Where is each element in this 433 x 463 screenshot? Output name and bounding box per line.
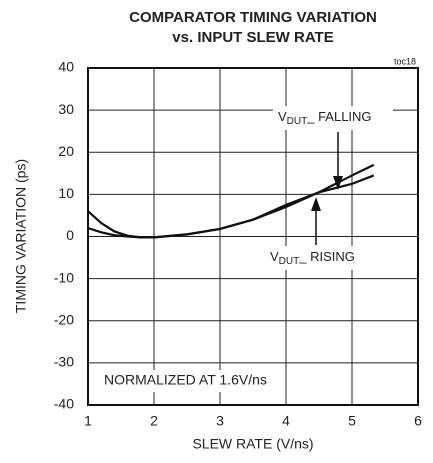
label-bg: [266, 246, 366, 270]
y-axis-label: TIMING VARIATION (ps): [13, 159, 29, 313]
y-tick-label: 20: [58, 143, 74, 159]
series-line: [87, 174, 375, 239]
annotation: VDUT_ FALLING: [278, 109, 372, 126]
annotation: NORMALIZED AT 1.6V/ns: [104, 372, 267, 388]
plot-frame: [87, 67, 419, 406]
note-bg: [100, 370, 260, 392]
arrow-head: [333, 176, 343, 190]
tag: toc18: [394, 56, 416, 66]
x-tick-label: 2: [150, 413, 158, 429]
x-axis-label: SLEW RATE (V/ns): [192, 436, 313, 452]
y-tick-label: 30: [58, 101, 74, 117]
y-tick-label: -10: [54, 269, 74, 285]
y-tick-label: 10: [58, 185, 74, 201]
chart-title: COMPARATOR TIMING VARIATION: [129, 9, 377, 26]
x-tick-label: 3: [216, 413, 224, 429]
chart-title: vs. INPUT SLEW RATE: [172, 29, 333, 46]
y-tick-label: -30: [54, 354, 74, 370]
x-tick-label: 5: [348, 413, 356, 429]
arrow-head: [311, 197, 321, 211]
label-bg: [273, 106, 393, 130]
x-tick-label: 6: [414, 413, 422, 429]
x-tick-label: 1: [84, 413, 92, 429]
lines: [87, 163, 375, 239]
grid: [87, 67, 419, 406]
y-tick-label: 40: [58, 59, 74, 75]
y-tick-label: 0: [66, 227, 74, 243]
annotation: VDUT_ RISING: [270, 249, 355, 266]
y-tick-label: -40: [54, 396, 74, 412]
x-tick-label: 4: [282, 413, 290, 429]
y-tick-label: -20: [54, 311, 74, 327]
